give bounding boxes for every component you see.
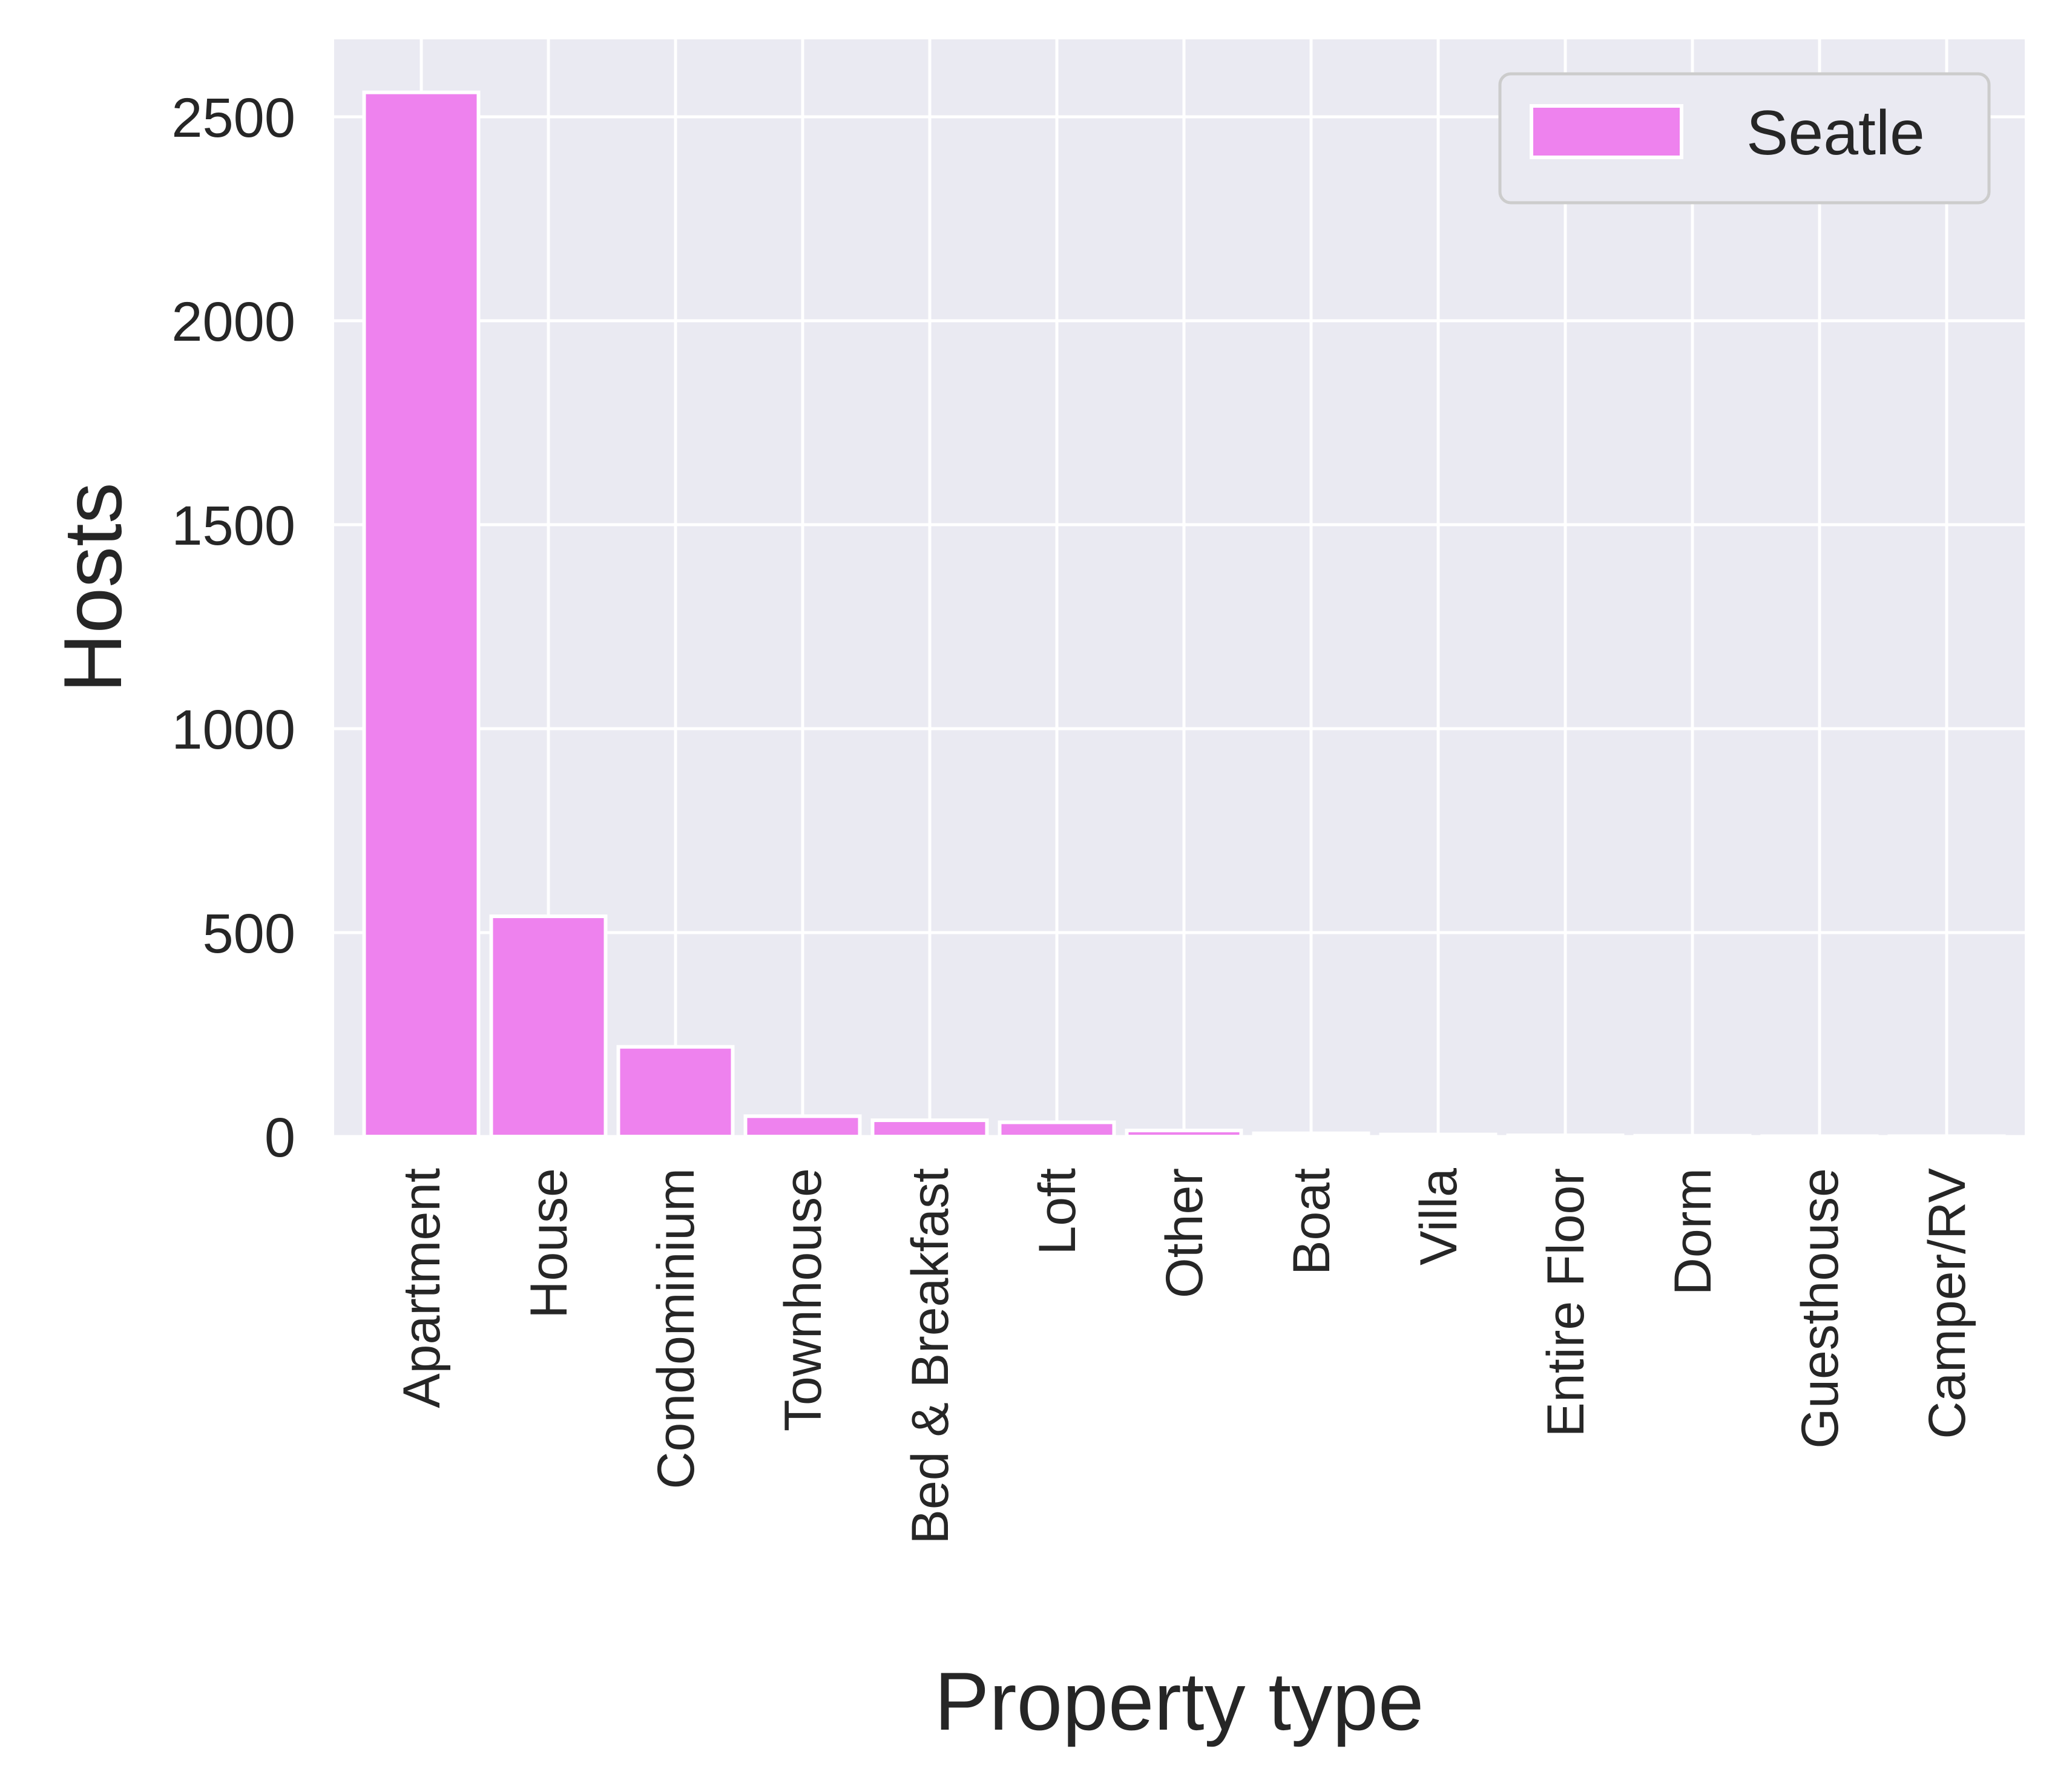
gridlines xyxy=(334,39,2025,1138)
x-tick-label: Apartment xyxy=(393,1168,451,1408)
bar-entire-floor xyxy=(1506,1133,1625,1138)
y-axis-title: Hosts xyxy=(47,482,139,693)
bars xyxy=(362,90,2006,1139)
x-tick-label: Condominium xyxy=(647,1168,705,1489)
x-tick-label: Dorm xyxy=(1664,1168,1722,1295)
y-tick-label: 2000 xyxy=(171,291,295,353)
legend: Seatle xyxy=(1498,72,1991,205)
x-axis-title: Property type xyxy=(935,1655,1424,1747)
bar-camper-rv xyxy=(1887,1134,2006,1139)
bar-apartment xyxy=(362,90,481,1139)
x-tick-label: Boat xyxy=(1283,1168,1341,1275)
y-axis-ticks: 0 500 1000 1500 2000 2500 xyxy=(171,87,295,1169)
x-tick-label: Other xyxy=(1156,1168,1214,1298)
y-tick-label: 2500 xyxy=(171,87,295,149)
bar-boat xyxy=(1252,1131,1370,1138)
bar-bed-breakfast xyxy=(870,1118,989,1139)
bar-house xyxy=(489,914,608,1138)
x-axis-ticks: Apartment House Condominium Townhouse Bed & … xyxy=(393,1168,1976,1544)
bar-townhouse xyxy=(743,1114,862,1139)
y-tick-label: 1500 xyxy=(171,495,295,557)
y-tick-label: 0 xyxy=(265,1107,295,1169)
x-tick-label: Bed & Breakfast xyxy=(901,1168,959,1544)
bar-other xyxy=(1125,1128,1243,1139)
y-tick-label: 500 xyxy=(203,903,296,965)
x-tick-label: House xyxy=(520,1168,578,1319)
x-tick-label: Townhouse xyxy=(774,1168,832,1431)
bar-guesthouse xyxy=(1760,1134,1879,1139)
y-tick-label: 1000 xyxy=(171,699,295,761)
x-tick-label: Guesthouse xyxy=(1791,1168,1849,1449)
plot-background xyxy=(334,39,2025,1137)
bar-villa xyxy=(1379,1132,1498,1139)
bar-dorm xyxy=(1633,1134,1752,1139)
legend-swatch xyxy=(1530,104,1683,159)
bar-condominium xyxy=(616,1045,735,1138)
bar-loft xyxy=(998,1120,1116,1138)
x-tick-label: Entire Floor xyxy=(1537,1168,1595,1437)
legend-label: Seatle xyxy=(1746,98,1925,168)
x-tick-label: Loft xyxy=(1028,1168,1087,1255)
x-tick-label: Villa xyxy=(1410,1168,1468,1265)
x-tick-label: Camper/RV xyxy=(1918,1168,1976,1439)
